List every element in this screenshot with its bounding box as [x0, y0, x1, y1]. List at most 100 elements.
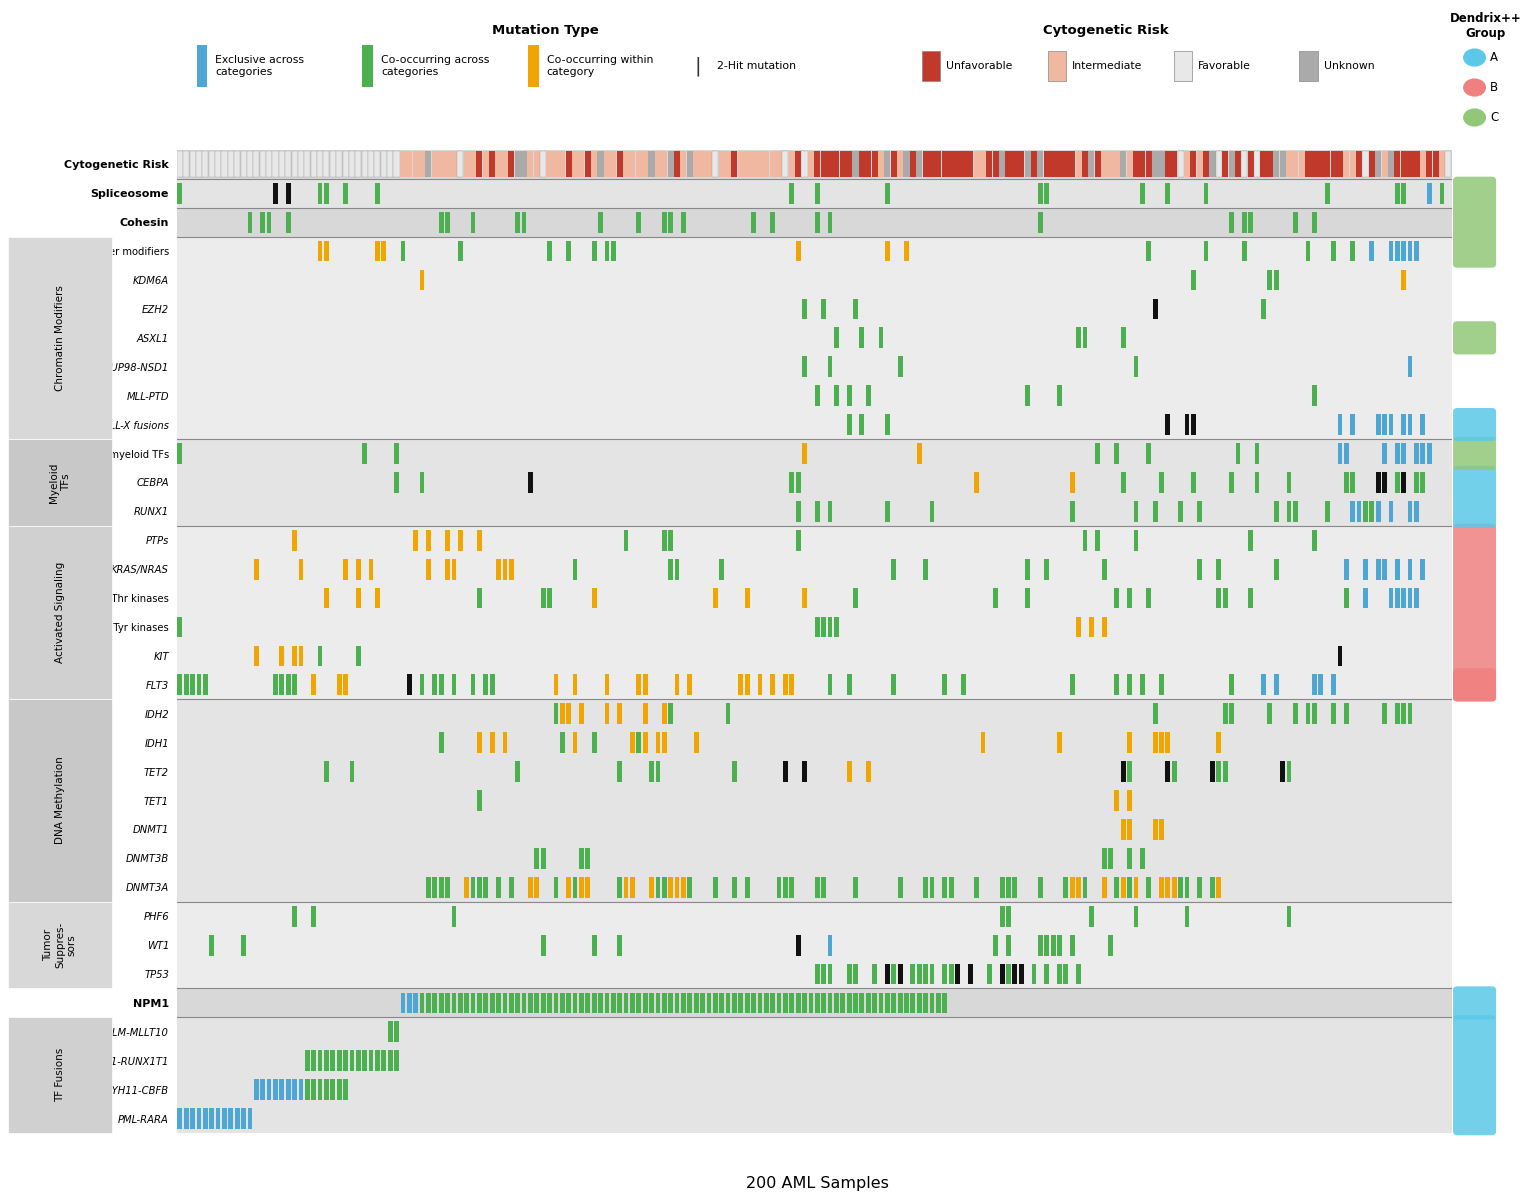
Bar [298, 1079, 303, 1101]
Bar [1006, 964, 1011, 984]
Bar [968, 964, 972, 984]
Bar [866, 761, 871, 782]
Bar [458, 241, 462, 261]
Bar [439, 876, 444, 898]
Bar [1031, 151, 1037, 177]
Bar [1293, 704, 1298, 724]
Bar [846, 993, 851, 1013]
Bar [177, 151, 183, 177]
Bar [1306, 151, 1312, 177]
Bar [1273, 674, 1278, 695]
Bar [350, 1050, 355, 1071]
Bar [624, 993, 628, 1013]
Bar [923, 876, 928, 898]
Bar [502, 733, 507, 753]
Bar [478, 733, 482, 753]
Bar [324, 588, 329, 609]
Text: Activated Signaling: Activated Signaling [55, 562, 65, 663]
Bar [1370, 501, 1375, 522]
Bar [375, 588, 379, 609]
Bar [1293, 501, 1298, 522]
Bar [1038, 212, 1043, 233]
Bar [1071, 876, 1075, 898]
Bar [1095, 444, 1100, 464]
Bar [1160, 472, 1164, 493]
Bar [739, 993, 743, 1013]
Bar [1326, 501, 1330, 522]
Bar [528, 876, 533, 898]
Bar [852, 964, 859, 984]
Bar [1077, 327, 1081, 348]
Bar [292, 530, 296, 550]
Bar [395, 444, 399, 464]
Bar [693, 151, 699, 177]
Bar [567, 993, 571, 1013]
Bar [184, 674, 189, 695]
Bar [1101, 616, 1106, 638]
Bar [1375, 151, 1381, 177]
Bar [425, 530, 430, 550]
Bar [1370, 241, 1375, 261]
Bar [871, 151, 877, 177]
Bar [1217, 761, 1221, 782]
Bar [177, 988, 1452, 1018]
Bar [1075, 151, 1081, 177]
Bar [859, 151, 865, 177]
Bar [737, 151, 743, 177]
Bar [1415, 444, 1419, 464]
Bar [413, 530, 418, 550]
Bar [1249, 212, 1253, 233]
Bar [668, 704, 673, 724]
Bar [642, 993, 648, 1013]
Bar [694, 993, 699, 1013]
Bar [241, 151, 247, 177]
Bar [1184, 905, 1189, 927]
Bar [1217, 151, 1223, 177]
Bar [1204, 182, 1209, 204]
Text: Cytogenetic Risk: Cytogenetic Risk [1043, 24, 1169, 37]
Bar [1038, 935, 1043, 956]
Bar [962, 674, 966, 695]
Bar [816, 501, 820, 522]
Bar [980, 151, 986, 177]
Bar [567, 704, 571, 724]
Bar [177, 584, 1452, 613]
Bar [816, 182, 820, 204]
Bar [1121, 327, 1126, 348]
Bar [885, 182, 889, 204]
Bar [1407, 559, 1413, 579]
Bar [788, 151, 794, 177]
Bar [757, 993, 762, 1013]
Bar [1115, 790, 1120, 811]
Bar [611, 241, 616, 261]
Bar [470, 876, 476, 898]
Bar [796, 993, 800, 1013]
Bar [1286, 151, 1292, 177]
Text: Intermediate: Intermediate [1072, 61, 1143, 71]
Bar [343, 1079, 349, 1101]
Bar [177, 150, 1452, 179]
Bar [617, 935, 622, 956]
Bar [1006, 935, 1011, 956]
Bar [598, 993, 604, 1013]
Bar [573, 993, 578, 1013]
Bar [897, 876, 903, 898]
Bar [790, 876, 794, 898]
Bar [1198, 501, 1203, 522]
Bar [905, 241, 909, 261]
Bar [866, 993, 871, 1013]
Bar [445, 559, 450, 579]
Bar [1134, 530, 1138, 550]
Bar [1071, 674, 1075, 695]
Bar [541, 848, 545, 869]
Bar [508, 993, 513, 1013]
Bar [872, 964, 877, 984]
Bar [197, 674, 201, 695]
Bar [1382, 444, 1387, 464]
Bar [802, 761, 806, 782]
Bar [1415, 501, 1419, 522]
Bar [286, 182, 290, 204]
Bar [1243, 212, 1247, 233]
Bar [719, 559, 723, 579]
Bar [470, 993, 476, 1013]
